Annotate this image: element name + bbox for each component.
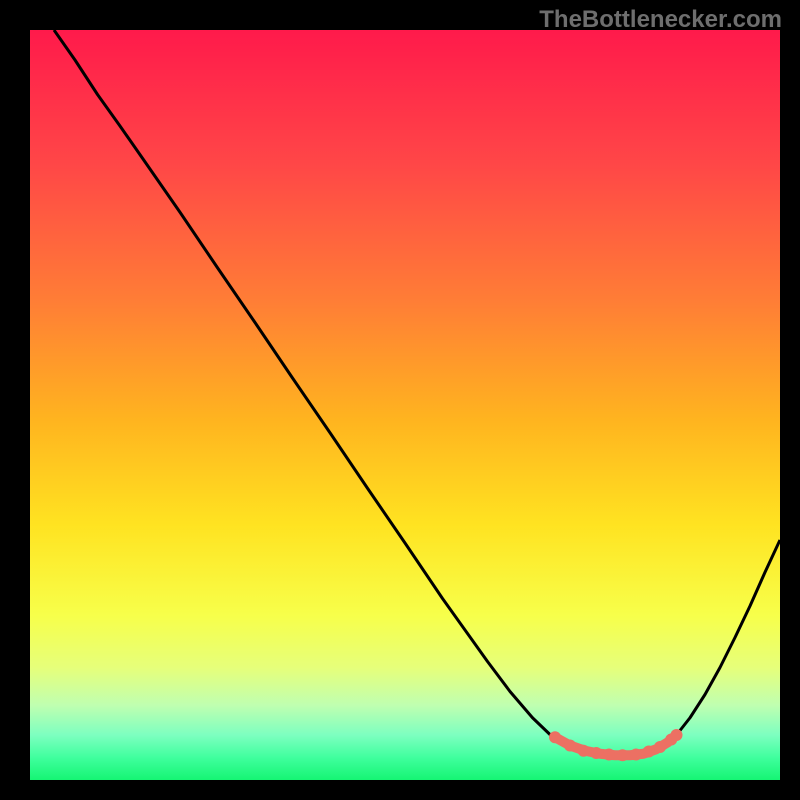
optimal-range-marker [578,745,590,757]
optimal-range-marker [603,749,615,761]
optimal-range-marker [549,731,561,743]
optimal-range-marker [564,740,576,752]
plot-area [30,30,780,780]
optimal-range-marker [671,729,683,741]
chart-svg [30,30,780,780]
optimal-range-marker [590,747,602,759]
optimal-range-marker [643,746,655,758]
optimal-range-marker [654,741,666,753]
optimal-range-marker [630,749,642,761]
gradient-background [30,30,780,780]
optimal-range-marker [617,749,629,761]
